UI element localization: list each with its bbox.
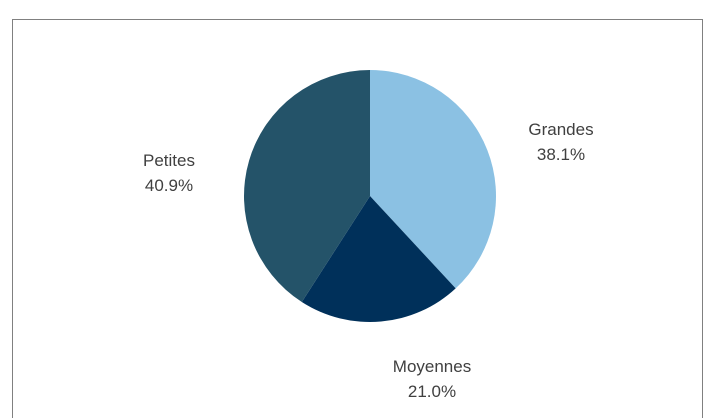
pie-labels: Grandes 38.1% Moyennes 21.0% Petites 40.… xyxy=(143,120,594,401)
slice-label-moyennes-name: Moyennes xyxy=(393,357,471,376)
slice-label-grandes-value: 38.1% xyxy=(537,145,585,164)
pie-slice-petites xyxy=(243,70,370,302)
pie-slice-grandes xyxy=(370,70,496,289)
pie-slices xyxy=(243,70,496,322)
pie-slice-moyennes xyxy=(301,196,456,322)
slice-label-petites-value: 40.9% xyxy=(145,176,193,195)
slice-label-petites-name: Petites xyxy=(143,151,195,170)
slice-label-moyennes-value: 21.0% xyxy=(408,382,456,401)
slice-label-grandes-name: Grandes xyxy=(528,120,593,139)
